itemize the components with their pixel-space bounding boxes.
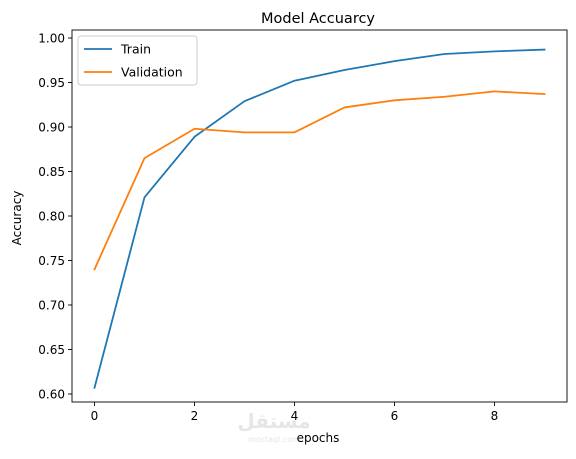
x-tick-label: 0 [91,409,99,423]
series-line-validation [93,90,546,271]
y-tick-label: 0.95 [38,76,65,90]
x-tick-label: 2 [191,409,199,423]
x-axis-label: epochs [297,431,340,445]
y-axis-label: Accuracy [10,191,24,246]
legend-label-validation: Validation [121,65,183,80]
y-tick-label: 0.60 [38,387,65,401]
watermark-arabic: مستقل [237,409,310,433]
y-tick-label: 0.70 [38,298,65,312]
y-tick-label: 0.65 [38,343,65,357]
chart-title: Model Accuarcy [261,11,375,27]
plot-frame [71,29,568,403]
y-tick-label: 0.80 [38,209,65,223]
x-axis-ticks: 0 2 4 6 8 [91,402,499,423]
y-axis-ticks: 0.60 0.65 0.70 0.75 0.80 0.85 0.90 0.95 1.00 [38,31,72,401]
x-tick-label: 6 [391,409,399,423]
y-tick-label: 1.00 [38,31,65,45]
watermark-latin: mostaql.com [248,435,300,444]
y-tick-label: 0.90 [38,120,65,134]
y-tick-label: 0.75 [38,254,65,268]
x-tick-label: 8 [491,409,499,423]
legend-label-train: Train [120,42,151,57]
watermark: مستقل mostaql.com [237,409,310,444]
legend: Train Validation [77,35,198,86]
series-lines [93,48,546,389]
x-tick-label: 4 [291,409,299,423]
y-tick-label: 0.85 [38,165,65,179]
series-line-train [93,48,546,389]
